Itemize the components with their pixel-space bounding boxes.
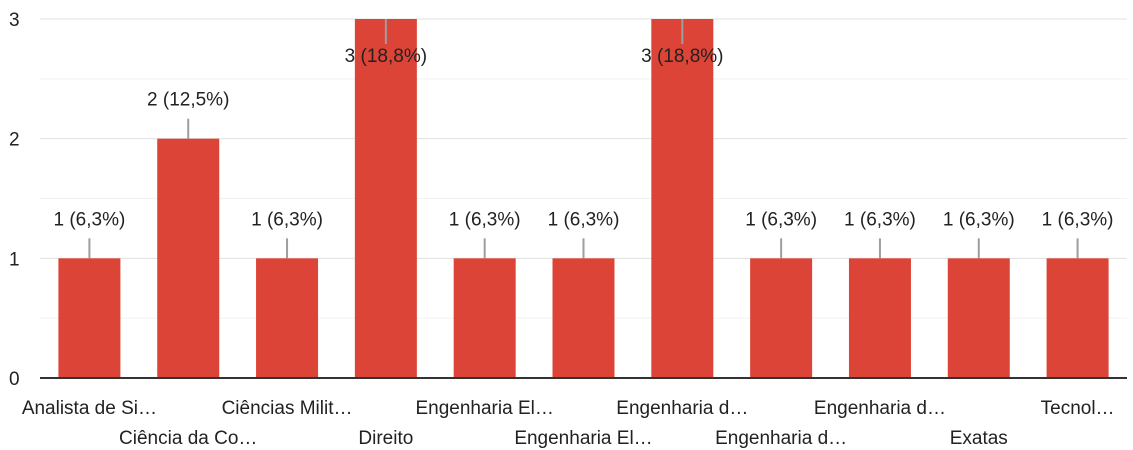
y-tick-label: 0	[9, 369, 20, 390]
data-label: 1 (6,3%)	[54, 209, 126, 230]
data-label: 1 (6,3%)	[844, 209, 916, 230]
bar	[750, 258, 813, 378]
x-tick-label: Exatas	[950, 428, 1008, 449]
x-axis: Analista de Si… Ciência da Co… Ciências Mi…	[22, 377, 1127, 449]
y-tick-label: 1	[9, 249, 20, 270]
x-tick-label: Engenharia d…	[715, 428, 847, 449]
bar	[453, 258, 516, 378]
data-label: 3 (18,8%)	[345, 46, 427, 67]
data-label: 1 (6,3%)	[1042, 209, 1114, 230]
x-tick-label: Engenharia d…	[814, 398, 946, 419]
x-tick-label: Direito	[358, 428, 413, 449]
bar	[256, 258, 319, 378]
bar	[157, 138, 220, 378]
data-label: 1 (6,3%)	[943, 209, 1015, 230]
x-tick-label: Ciência da Co…	[119, 428, 257, 449]
bar	[354, 19, 417, 378]
bar	[848, 258, 911, 378]
x-tick-label: Ciências Milit…	[222, 398, 353, 419]
bar	[1046, 258, 1109, 378]
x-tick-label: Tecnol…	[1041, 398, 1115, 419]
data-labels: 1 (6,3%) 2 (12,5%) 1 (6,3%) 3 (18,8%) 1 (6,3…	[54, 19, 1114, 259]
x-tick-label: Engenharia El…	[415, 398, 553, 419]
data-label: 1 (6,3%)	[548, 209, 620, 230]
data-label: 1 (6,3%)	[449, 209, 521, 230]
bar	[552, 258, 615, 378]
data-label: 1 (6,3%)	[745, 209, 817, 230]
data-label: 2 (12,5%)	[147, 90, 229, 111]
x-tick-label: Engenharia d…	[616, 398, 748, 419]
y-tick-label: 3	[9, 10, 20, 31]
bars	[58, 19, 1109, 378]
y-tick-label: 2	[9, 130, 20, 151]
bar	[651, 19, 714, 378]
gridlines	[40, 18, 1127, 319]
data-label: 3 (18,8%)	[641, 46, 723, 67]
x-tick-label: Engenharia El…	[514, 428, 652, 449]
bar	[58, 258, 121, 378]
bar	[947, 258, 1010, 378]
data-label: 1 (6,3%)	[251, 209, 323, 230]
x-tick-label: Analista de Si…	[22, 398, 157, 419]
y-axis: 0 1 2 3	[9, 10, 20, 390]
